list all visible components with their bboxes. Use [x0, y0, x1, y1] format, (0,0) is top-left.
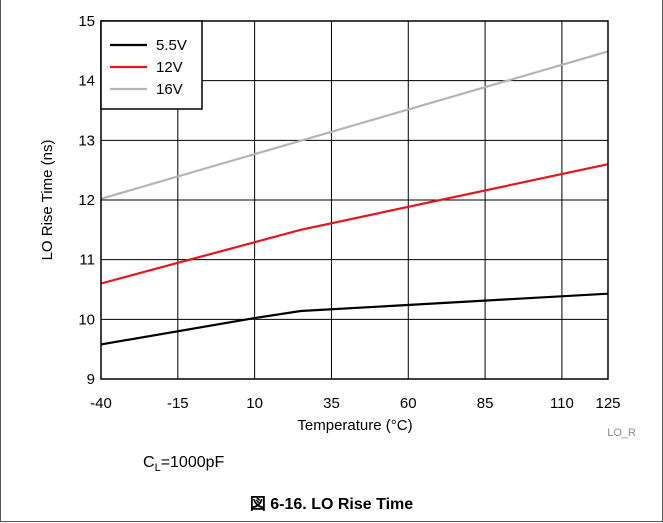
plot-border: [100, 20, 609, 380]
y-tick-label: 12: [78, 192, 95, 209]
y-tick-label: 15: [78, 13, 95, 30]
y-tick-labels: 9 10 11 12 13 14 15: [78, 13, 95, 388]
legend: 5.5V 12V 16V: [100, 20, 203, 110]
x-tick-label: 85: [477, 395, 494, 412]
x-tick-label: 35: [323, 395, 340, 412]
x-tick-label: -40: [90, 395, 112, 412]
x-tick-label: 10: [246, 395, 263, 412]
y-tick-label: 9: [87, 371, 95, 388]
x-axis-title: Temperature (°C): [297, 417, 412, 434]
figure-caption: 図 6-16. LO Rise Time: [249, 496, 414, 513]
series-line-16v: [100, 50, 609, 200]
series-lines: [100, 50, 609, 346]
load-condition: CL=1000pF: [143, 454, 224, 474]
series-line-12v: [100, 163, 609, 285]
y-tick-label: 11: [79, 252, 95, 269]
legend-label: 12V: [156, 59, 183, 76]
plot-id-label: LO_R: [607, 427, 636, 439]
legend-label: 16V: [156, 81, 183, 98]
y-axis-title: LO Rise Time (ns): [39, 140, 56, 261]
series-line-55v: [100, 292, 609, 346]
condition-prefix: C: [143, 454, 155, 471]
x-tick-labels: -40 -15 10 35 60 85 110 125: [90, 395, 620, 412]
x-tick-label: 110: [550, 395, 574, 412]
x-tick-label: -15: [167, 395, 189, 412]
condition-value: =1000pF: [160, 454, 225, 471]
y-tick-label: 14: [78, 73, 95, 90]
y-tick-label: 10: [78, 311, 95, 328]
x-tick-label: 60: [400, 395, 417, 412]
y-tick-label: 13: [78, 132, 95, 149]
legend-box: [100, 20, 203, 110]
legend-label: 5.5V: [156, 37, 187, 54]
condition-subscript: L: [154, 462, 161, 475]
x-tick-label: 125: [595, 395, 620, 412]
